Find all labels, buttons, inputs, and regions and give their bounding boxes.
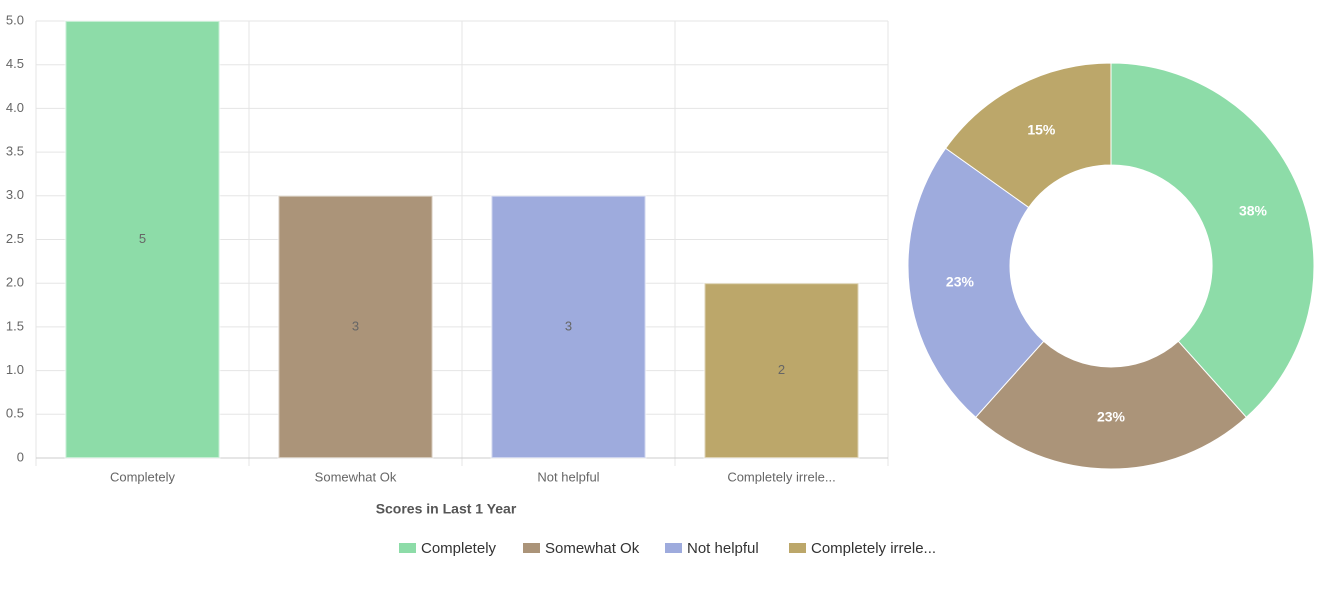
y-tick-label: 3.5: [6, 144, 24, 159]
bar: [703, 282, 860, 460]
doughnut-slice: [907, 147, 1045, 418]
slice-label: 23%: [946, 274, 975, 290]
bar-value-label: 5: [139, 231, 146, 246]
bar-value-label: 2: [778, 362, 785, 377]
x-axis-title: Scores in Last 1 Year: [376, 501, 517, 517]
slice-label: 38%: [1239, 202, 1268, 218]
y-tick-label: 0.5: [6, 406, 24, 421]
legend-label: Somewhat Ok: [545, 540, 640, 557]
y-tick-label: 5.0: [6, 12, 24, 27]
x-tick-label: Not helpful: [537, 469, 599, 484]
legend-swatch: [665, 543, 682, 553]
y-tick-label: 1.0: [6, 362, 24, 377]
y-tick-label: 4.0: [6, 100, 24, 115]
y-tick-label: 1.5: [6, 318, 24, 333]
x-tick-label: Completely: [110, 469, 176, 484]
y-tick-label: 4.5: [6, 56, 24, 71]
legend-label: Completely irrele...: [811, 540, 936, 557]
x-tick-label: Somewhat Ok: [315, 469, 397, 484]
bar: [64, 20, 221, 459]
legend-label: Completely: [421, 540, 497, 557]
legend-label: Not helpful: [687, 540, 759, 557]
slice-label: 23%: [1097, 409, 1126, 425]
bar: [277, 194, 434, 460]
doughnut-slice: [944, 62, 1112, 209]
legend-swatch: [789, 543, 806, 553]
legend-swatch: [523, 543, 540, 553]
legend-swatch: [399, 543, 416, 553]
bar-value-label: 3: [565, 318, 572, 333]
x-tick-label: Completely irrele...: [727, 469, 835, 484]
bar: [490, 194, 647, 460]
doughnut-slice: [1110, 62, 1315, 418]
y-tick-label: 3.0: [6, 187, 24, 202]
doughnut-slice: [974, 340, 1248, 470]
y-tick-label: 0: [17, 449, 24, 464]
y-tick-label: 2.5: [6, 231, 24, 246]
y-tick-label: 2.0: [6, 275, 24, 290]
slice-label: 15%: [1027, 122, 1056, 138]
bar-value-label: 3: [352, 318, 359, 333]
